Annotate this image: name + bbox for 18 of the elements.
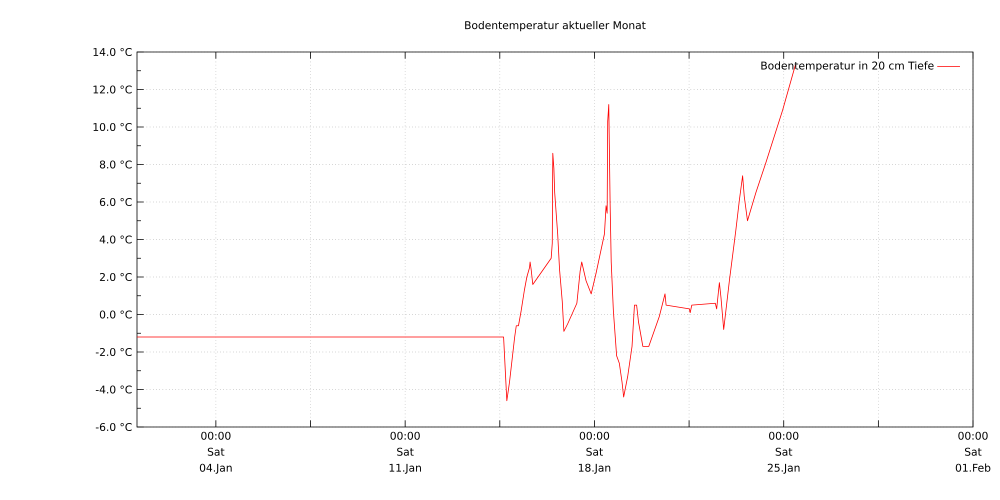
- y-tick-label: 2.0 °C: [100, 272, 132, 282]
- x-tick-label: 00:00 Sat 25.Jan: [768, 432, 800, 474]
- y-tick-label: 14.0 °C: [94, 48, 132, 56]
- x-tick-label: 00:00 Sat 18.Jan: [578, 432, 610, 474]
- legend-label: Bodentemperatur in 20 cm Tiefe: [761, 61, 934, 72]
- y-tick-label: 6.0 °C: [100, 198, 132, 206]
- x-tick-label: 00:00 Sat 01.Feb: [956, 432, 990, 472]
- y-tick-label: -2.0 °C: [96, 348, 132, 356]
- y-tick-label: 4.0 °C: [100, 235, 132, 244]
- y-tick-label: 12.0 °C: [94, 85, 132, 94]
- x-tick-label: 00:00 Sat 11.Jan: [390, 432, 421, 474]
- y-tick-label: 8.0 °C: [100, 160, 132, 169]
- y-tick-label: 0.0 °C: [100, 310, 132, 319]
- x-tick-label: 00:00 Sat 04.Jan: [200, 432, 232, 474]
- y-tick-label: 10.0 °C: [94, 122, 132, 132]
- chart-title: Bodentemperatur aktueller Monat: [465, 20, 646, 32]
- y-tick-label: -6.0 °C: [96, 422, 132, 432]
- y-tick-label: -4.0 °C: [96, 385, 132, 394]
